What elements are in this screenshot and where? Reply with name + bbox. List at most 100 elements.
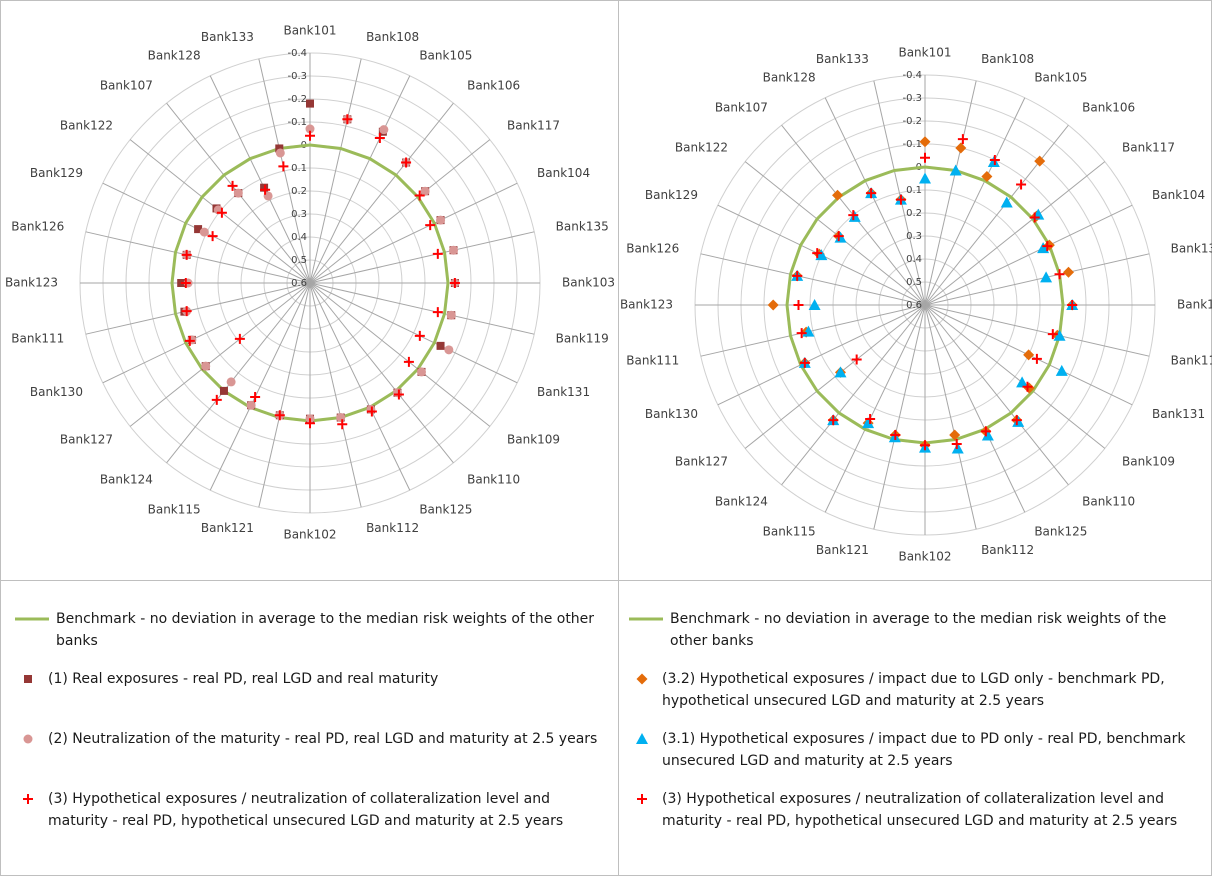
category-label: Bank103: [1177, 298, 1212, 312]
marker-plus: [833, 231, 844, 242]
legend-swatch: [637, 794, 647, 804]
spoke: [309, 182, 518, 284]
r-tick-label: 0.3: [906, 231, 922, 242]
marker-diamond: [1023, 349, 1035, 361]
spoke: [924, 304, 1026, 513]
category-label: Bank127: [60, 433, 113, 447]
category-label: Bank129: [30, 166, 83, 180]
legend-swatch: [24, 675, 32, 683]
category-label: Bank106: [467, 78, 520, 92]
category-label: Bank102: [283, 528, 336, 542]
spoke: [924, 253, 1150, 306]
marker-plus: [211, 394, 222, 405]
spoke: [309, 58, 362, 284]
r-tick-label: -0.2: [287, 94, 307, 105]
marker-triangle: [1016, 376, 1029, 388]
category-label: Bank124: [100, 473, 153, 487]
category-label: Bank130: [30, 385, 83, 399]
spoke: [924, 304, 1069, 486]
category-label: Bank122: [60, 118, 113, 132]
r-tick-label: 0.2: [906, 208, 922, 219]
marker-plus: [184, 335, 195, 346]
r-tick-label: 0.3: [291, 209, 307, 220]
marker-plus: [851, 354, 862, 365]
marker-circle: [305, 124, 315, 134]
r-tick-label: 0.1: [291, 163, 307, 174]
category-label: Bank130: [645, 407, 698, 421]
legend-label: Benchmark - no deviation in average to t…: [670, 611, 1167, 649]
spoke: [924, 97, 1026, 306]
marker-triangle: [636, 733, 648, 744]
marker-circle: [416, 367, 426, 377]
spoke: [717, 304, 926, 406]
legend-swatch: [636, 673, 648, 685]
marker-plus: [1054, 269, 1065, 280]
marker-plus: [234, 333, 245, 344]
spoke: [129, 282, 311, 427]
category-label: Bank107: [100, 78, 153, 92]
marker-triangle: [919, 172, 931, 184]
marker-square: [194, 225, 203, 234]
marker-plus: [274, 410, 285, 421]
r-tick-label: 0.6: [906, 300, 922, 311]
category-label: Bank133: [816, 52, 869, 66]
marker-plus: [848, 210, 859, 221]
marker-plus: [207, 231, 218, 242]
marker-plus: [401, 157, 412, 168]
marker-circle: [275, 148, 285, 158]
marker-circle: [379, 125, 389, 135]
legend-label: (3) Hypothetical exposures / neutralizat…: [662, 791, 1178, 829]
category-label: Bank110: [467, 473, 520, 487]
marker-plus: [216, 207, 227, 218]
marker-triangle: [1000, 196, 1013, 208]
marker-plus: [305, 418, 315, 429]
marker-triangle: [862, 417, 875, 429]
marker-square: [24, 675, 32, 683]
spoke: [873, 304, 926, 530]
marker-circle: [23, 734, 33, 744]
marker-plus: [1022, 381, 1033, 392]
category-label: Bank123: [620, 298, 673, 312]
marker-diamond: [1063, 266, 1075, 278]
marker-plus: [828, 415, 839, 426]
category-label: Bank106: [1082, 100, 1135, 114]
category-label: Bank117: [1122, 140, 1175, 154]
marker-circle: [233, 188, 243, 198]
marker-plus: [951, 439, 962, 450]
legend-label: (3.2) Hypothetical exposures / impact du…: [662, 671, 1165, 709]
category-label: Bank121: [201, 521, 254, 535]
marker-plus: [278, 161, 289, 172]
marker-circle: [226, 377, 236, 387]
marker-plus: [414, 330, 425, 341]
spoke: [873, 80, 926, 306]
r-tick-label: -0.4: [902, 70, 922, 81]
category-label: Bank107: [715, 100, 768, 114]
category-label: Bank117: [507, 118, 560, 132]
marker-plus: [920, 152, 930, 163]
marker-plus: [250, 391, 261, 402]
marker-plus: [1031, 353, 1042, 364]
spoke: [309, 282, 535, 335]
category-label: Bank131: [1152, 407, 1205, 421]
spoke: [85, 282, 311, 335]
marker-triangle: [1053, 329, 1066, 341]
marker-plus: [866, 188, 877, 199]
legend-item: (1) Real exposures - real PD, real LGD a…: [14, 668, 614, 690]
marker-diamond: [767, 299, 779, 311]
category-label: Bank101: [898, 46, 951, 60]
marker-plus: [637, 794, 647, 804]
category-label: Bank122: [675, 140, 728, 154]
legend-item: (3) Hypothetical exposures / neutralizat…: [14, 788, 614, 832]
marker-plus: [414, 190, 425, 201]
spoke: [700, 304, 926, 357]
spoke: [309, 75, 411, 284]
legend-swatch: [629, 617, 663, 621]
marker-plus: [792, 270, 803, 281]
legend-label: (2) Neutralization of the maturity - rea…: [48, 731, 598, 747]
marker-diamond: [919, 136, 931, 148]
spoke: [258, 282, 311, 508]
marker-triangle: [981, 429, 994, 441]
marker-triangle: [949, 164, 962, 176]
marker-plus: [1067, 300, 1078, 310]
category-label: Bank131: [537, 385, 590, 399]
